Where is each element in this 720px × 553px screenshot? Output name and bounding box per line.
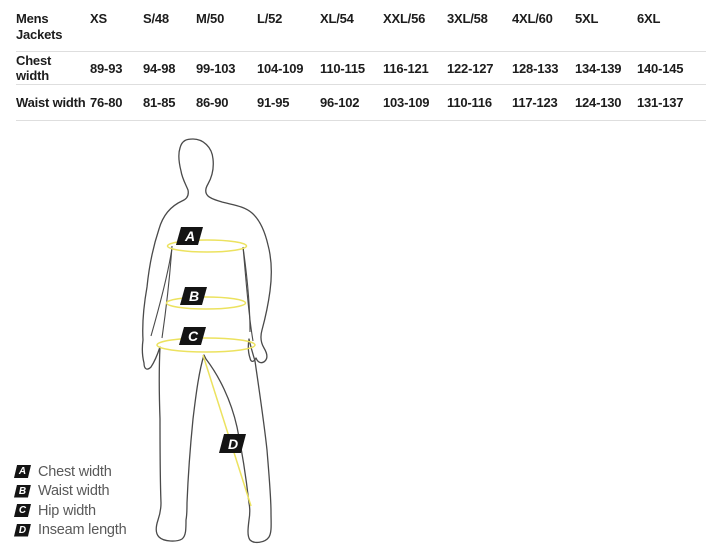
chest-value: 89-93 <box>90 60 123 76</box>
waist-value: 86-90 <box>196 95 229 110</box>
legend-badge-d: D <box>14 523 31 537</box>
table-row-chest-width: Chest width 89-93 94-98 99-103 104-109 1… <box>16 52 706 85</box>
marker-c-badge <box>179 327 206 345</box>
chest-value: 110-115 <box>320 60 365 76</box>
table-row-waist-width: Waist width 76-80 81-85 86-90 91-95 96-1… <box>16 85 706 121</box>
marker-c: C <box>179 327 206 345</box>
size-table: Mens Jackets XS S/48 M/50 L/52 XL/54 XXL… <box>16 8 706 121</box>
size-column-header-xl: XL/54 <box>320 11 354 26</box>
chest-value: 128-133 <box>512 60 559 76</box>
legend-label: Chest width <box>38 463 112 480</box>
legend-badge-c: C <box>14 504 31 517</box>
size-column-header-5xl: 5XL <box>575 11 599 26</box>
size-column-header-l: L/52 <box>257 11 283 26</box>
chest-value: 94-98 <box>143 60 176 76</box>
legend-label: Hip width <box>38 502 96 519</box>
chest-value: 122-127 <box>447 60 494 76</box>
chest-value: 140-145 <box>637 60 684 76</box>
waist-value: 117-123 <box>512 95 558 110</box>
marker-b-letter: B <box>189 288 199 304</box>
inner-arm-right-line <box>242 246 251 333</box>
size-column-header-m: M/50 <box>196 11 225 26</box>
legend-label: Waist width <box>38 483 110 499</box>
waist-value: 91-95 <box>257 95 290 110</box>
chest-value: 116-121 <box>383 60 429 76</box>
inseam-measure-line <box>202 354 252 507</box>
inner-arm-left-line <box>150 247 173 337</box>
legend-item-waist: B Waist width <box>14 482 127 501</box>
marker-b-badge <box>180 287 207 305</box>
marker-d: D <box>219 434 246 453</box>
size-column-header-4xl: 4XL/60 <box>512 11 553 26</box>
marker-d-badge <box>219 434 246 453</box>
hip-measure-ellipse <box>156 337 256 353</box>
size-column-header-3xl: 3XL/58 <box>447 11 488 26</box>
size-column-header-6xl: 6XL <box>637 11 661 26</box>
waist-value: 103-109 <box>383 95 430 110</box>
marker-b: B <box>180 287 207 305</box>
table-corner-header: Mens Jackets <box>16 11 63 42</box>
waist-value: 124-130 <box>575 95 622 110</box>
legend-item-chest: A Chest width <box>14 462 127 481</box>
marker-c-letter: C <box>188 328 199 344</box>
row-label: Waist width <box>16 95 86 110</box>
size-column-header-s: S/48 <box>143 11 169 26</box>
size-table-header-row: Mens Jackets XS S/48 M/50 L/52 XL/54 XXL… <box>16 8 706 52</box>
size-column-header-xs: XS <box>90 11 107 26</box>
waist-value: 110-116 <box>447 95 492 110</box>
legend-badge-b: B <box>14 484 31 498</box>
measurement-legend: A Chest width B Waist width C Hip width … <box>14 462 127 540</box>
waist-measure-ellipse <box>165 296 247 310</box>
waist-value: 76-80 <box>90 95 123 110</box>
waist-value: 131-137 <box>637 95 684 110</box>
body-silhouette <box>141 138 272 544</box>
waist-value: 96-102 <box>320 95 360 110</box>
chest-value: 134-139 <box>575 60 622 76</box>
chest-value: 99-103 <box>196 60 236 76</box>
row-label: Chest width <box>16 53 52 83</box>
legend-item-inseam: D Inseam length <box>14 521 127 540</box>
marker-a: A <box>176 227 203 245</box>
legend-badge-a: A <box>14 465 31 478</box>
size-column-header-xxl: XXL/56 <box>383 11 426 26</box>
chest-measure-ellipse <box>166 239 248 253</box>
legend-label: Inseam length <box>38 522 127 538</box>
legend-item-hip: C Hip width <box>14 501 127 520</box>
marker-d-letter: D <box>228 436 238 452</box>
chest-value: 104-109 <box>257 60 304 76</box>
marker-a-letter: A <box>184 228 195 244</box>
waist-value: 81-85 <box>143 95 176 110</box>
marker-a-badge <box>176 227 203 245</box>
